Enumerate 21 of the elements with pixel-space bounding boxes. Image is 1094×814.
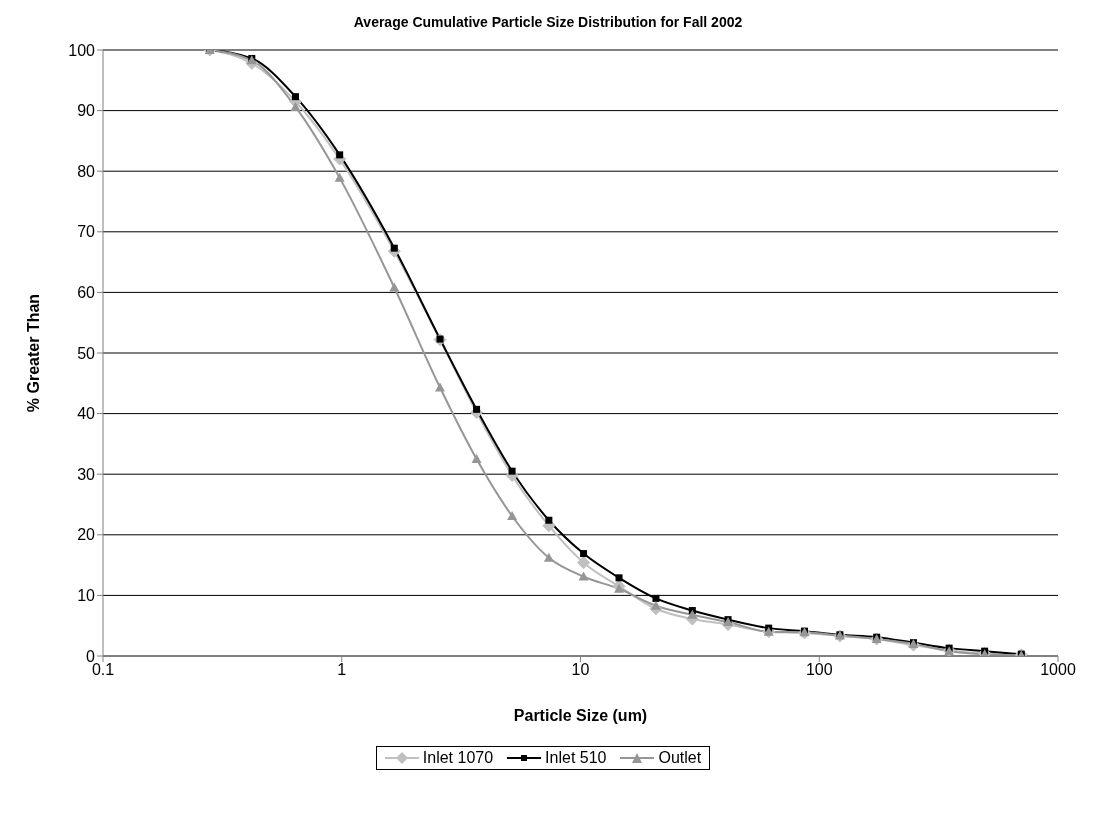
y-axis-title: % Greater Than <box>24 293 42 413</box>
chart-title: Average Cumulative Particle Size Distribution for Fall 2002 <box>352 14 744 30</box>
x-axis-title: Particle Size (um) <box>513 707 648 724</box>
y-tick-label: 90 <box>77 102 96 120</box>
legend-label: Inlet 1070 <box>421 749 494 767</box>
x-tick-label: 1000 <box>1040 661 1076 679</box>
y-tick-label: 20 <box>77 526 96 544</box>
y-tick-label: 80 <box>77 162 96 180</box>
x-tick-label: 10 <box>571 661 590 679</box>
x-tick-label: 0.1 <box>91 661 115 679</box>
y-tick-label: 40 <box>77 405 96 423</box>
x-tick-label: 100 <box>805 661 833 679</box>
x-tick-label: 1 <box>337 661 347 679</box>
y-tick-label: 60 <box>77 284 96 302</box>
y-tick-label: 10 <box>77 587 96 605</box>
legend-label: Outlet <box>657 749 702 767</box>
y-tick-label: 30 <box>77 465 96 483</box>
y-tick-label: 70 <box>77 223 96 241</box>
legend-label: Inlet 510 <box>544 749 607 767</box>
y-tick-label: 50 <box>77 344 96 362</box>
y-tick-label: 100 <box>68 41 96 59</box>
